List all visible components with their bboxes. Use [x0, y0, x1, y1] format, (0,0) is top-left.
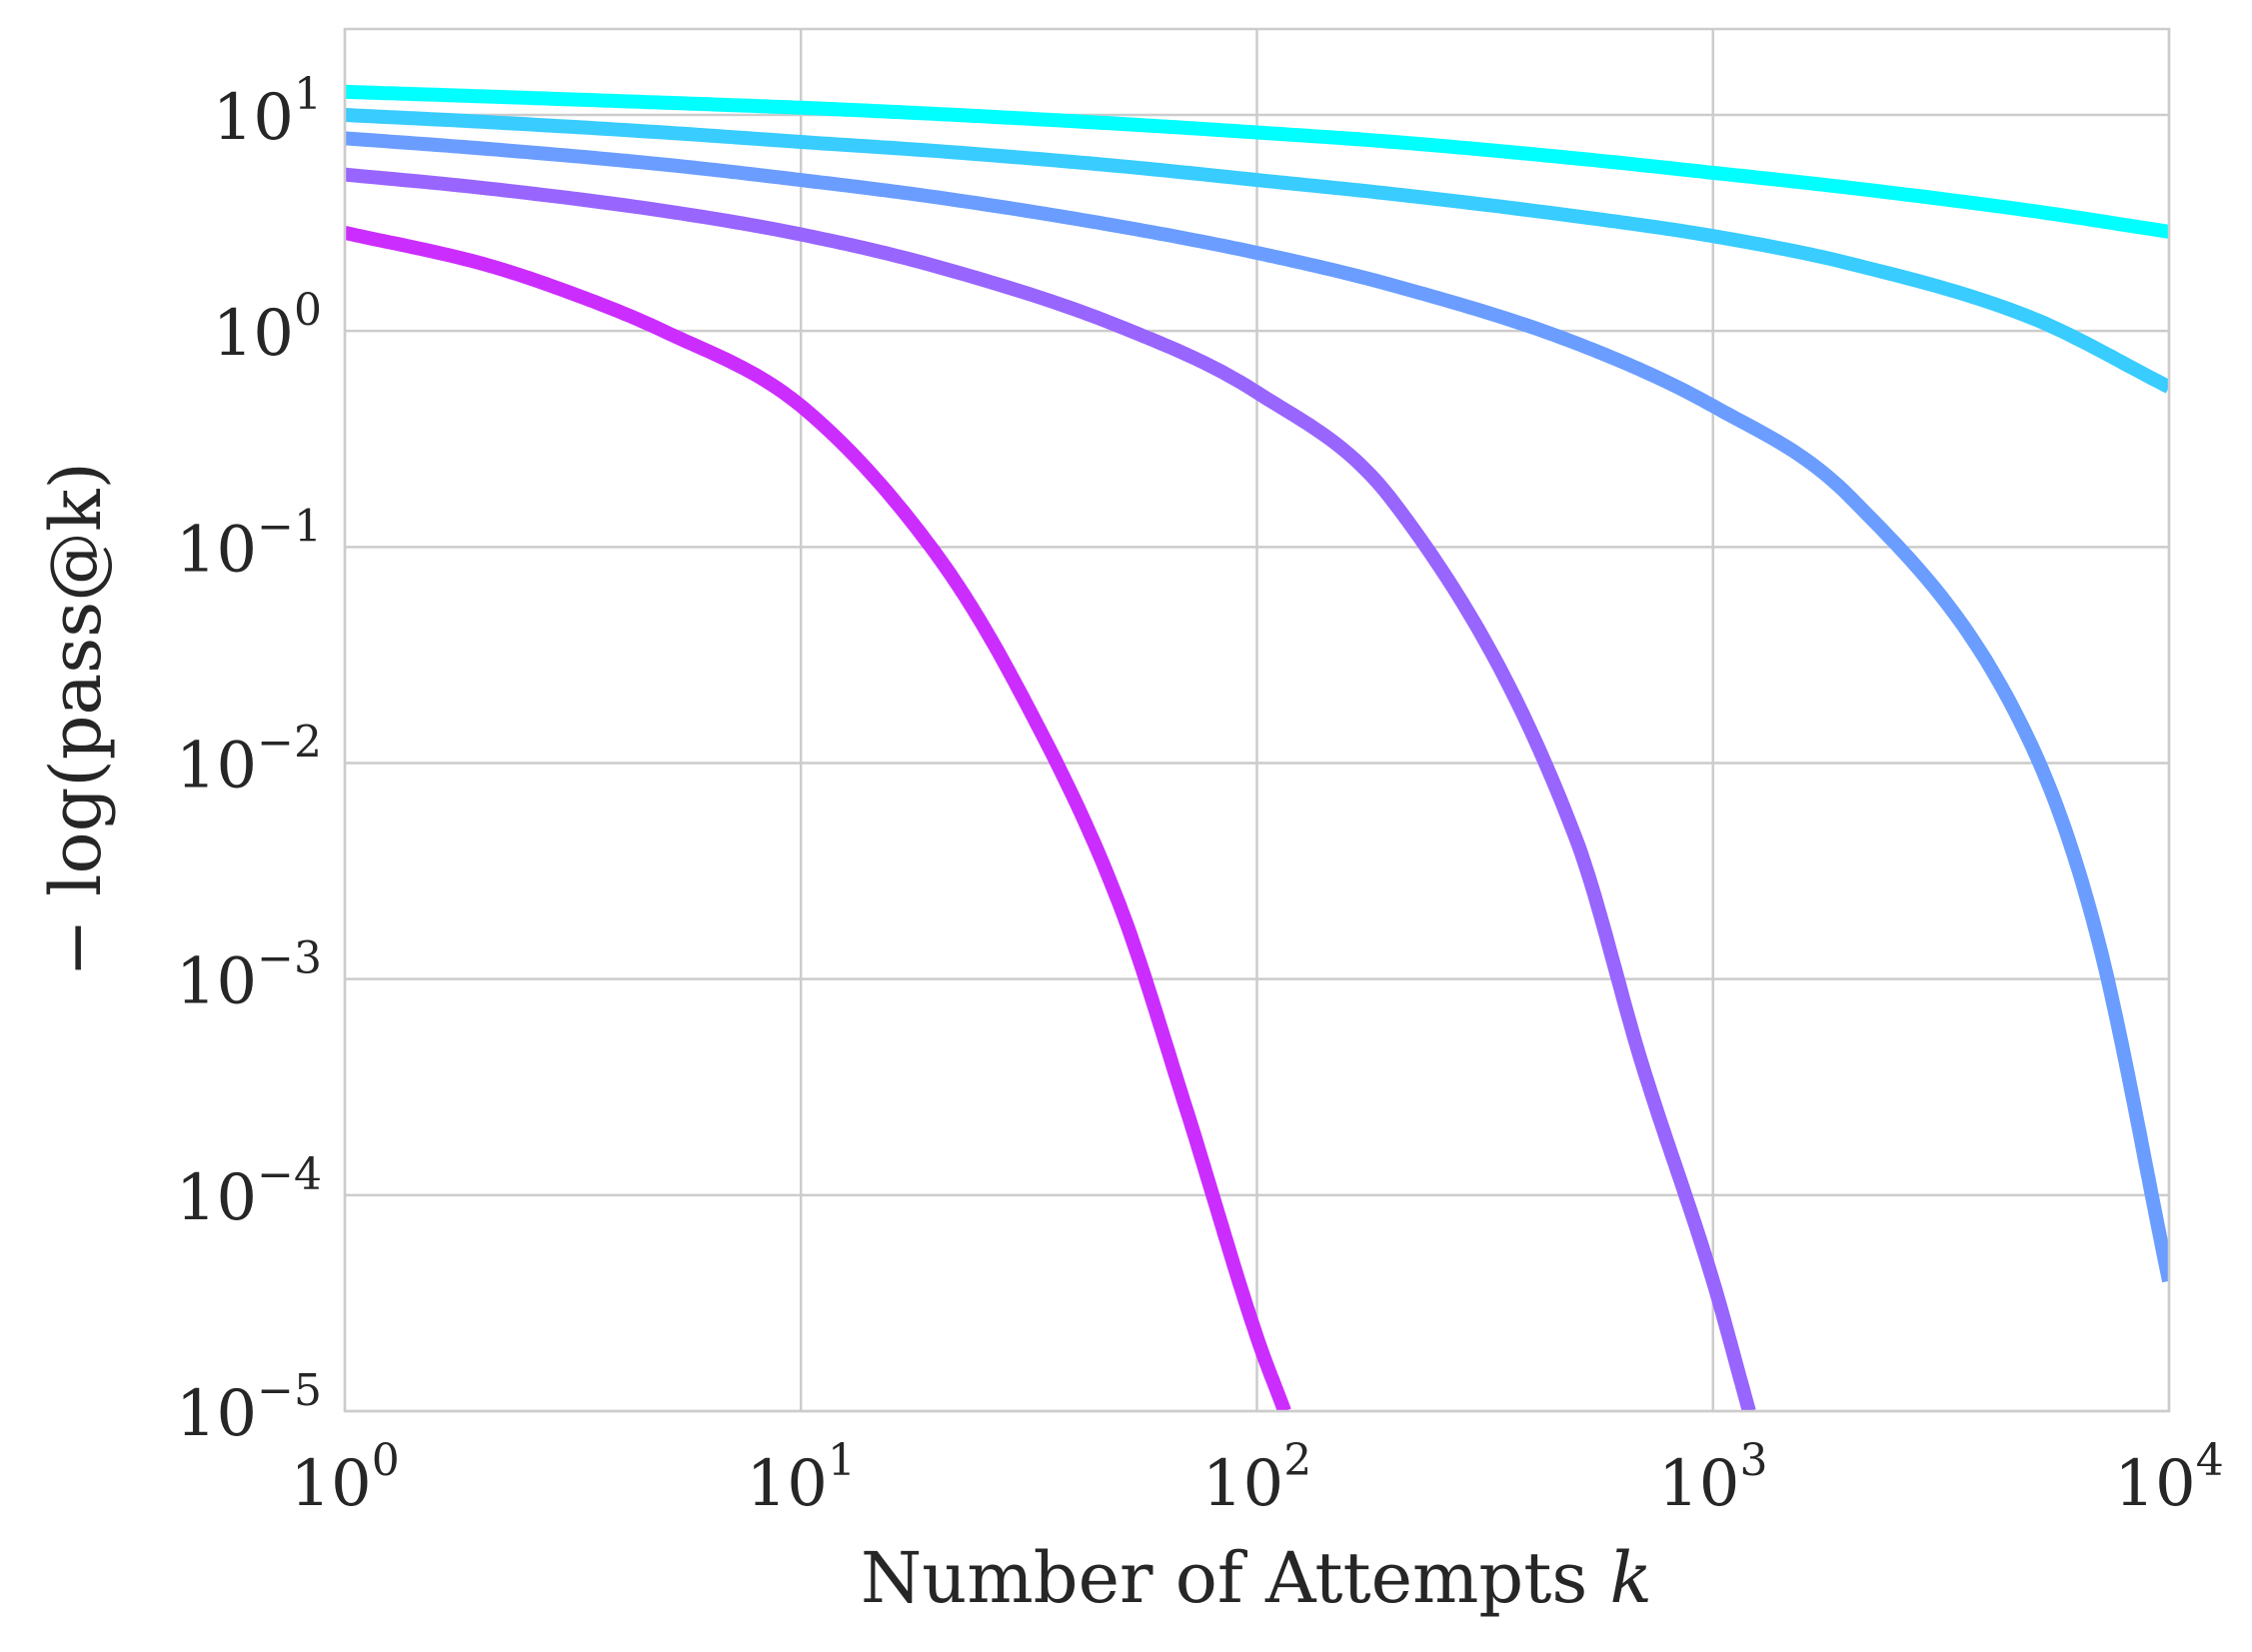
x-tick-base: 10 [1202, 1447, 1283, 1521]
x-tick-base: 10 [747, 1447, 828, 1521]
y-tick-label: 10−4 [176, 1149, 322, 1235]
y-tick-exponent: −5 [257, 1365, 322, 1416]
series-line-2 [345, 108, 2169, 394]
x-tick-exponent: 4 [2196, 1435, 2224, 1486]
plot-frame [343, 27, 2171, 1413]
y-tick-base: 10 [213, 81, 294, 155]
x-tick-label: 103 [1658, 1435, 1767, 1521]
y-tick-base: 10 [176, 1377, 257, 1451]
series-line-1 [345, 84, 2169, 239]
y-tick-base: 10 [176, 730, 257, 804]
x-tick-label: 100 [290, 1435, 399, 1521]
x-axis-label-text: Number of Attempts [861, 1537, 1587, 1619]
y-tick-label: 10−2 [176, 718, 322, 804]
x-tick-exponent: 3 [1739, 1435, 1767, 1486]
y-tick-exponent: 0 [294, 285, 322, 336]
x-axis-label: Number of Attempts k [861, 1537, 1652, 1619]
series-line-4 [345, 167, 1756, 1411]
y-tick-label: 101 [213, 69, 322, 155]
y-tick-exponent: 1 [294, 69, 322, 120]
x-tick-base: 10 [2114, 1447, 2195, 1521]
y-tick-base: 10 [213, 297, 294, 371]
x-tick-exponent: 2 [1283, 1435, 1311, 1486]
series-group [345, 84, 2169, 1411]
y-tick-exponent: −4 [257, 1149, 322, 1200]
x-tick-label: 101 [747, 1435, 856, 1521]
y-tick-label: 10−1 [176, 501, 322, 587]
y-tick-exponent: −3 [257, 933, 322, 984]
x-tick-label: 102 [1202, 1435, 1311, 1521]
x-tick-base: 10 [1658, 1447, 1739, 1521]
x-tick-labels: 100 101 102 103 104 [290, 1435, 2223, 1521]
x-axis-label-var: k [1610, 1537, 1652, 1619]
y-tick-base: 10 [176, 1161, 257, 1235]
y-tick-base: 10 [176, 945, 257, 1019]
y-tick-label: 10−5 [176, 1365, 322, 1451]
series-line-5 [345, 226, 1291, 1411]
x-tick-exponent: 1 [828, 1435, 856, 1486]
x-tick-base: 10 [290, 1447, 371, 1521]
y-tick-label: 100 [213, 285, 322, 371]
y-tick-exponent: −2 [257, 718, 322, 769]
y-tick-exponent: −1 [257, 501, 322, 552]
y-tick-label: 10−3 [176, 933, 322, 1019]
series-line-3 [345, 131, 2169, 1283]
y-tick-base: 10 [176, 513, 257, 587]
x-tick-exponent: 0 [372, 1435, 400, 1486]
x-tick-label: 104 [2114, 1435, 2223, 1521]
y-axis-label: − log(pass@k) [35, 462, 117, 977]
